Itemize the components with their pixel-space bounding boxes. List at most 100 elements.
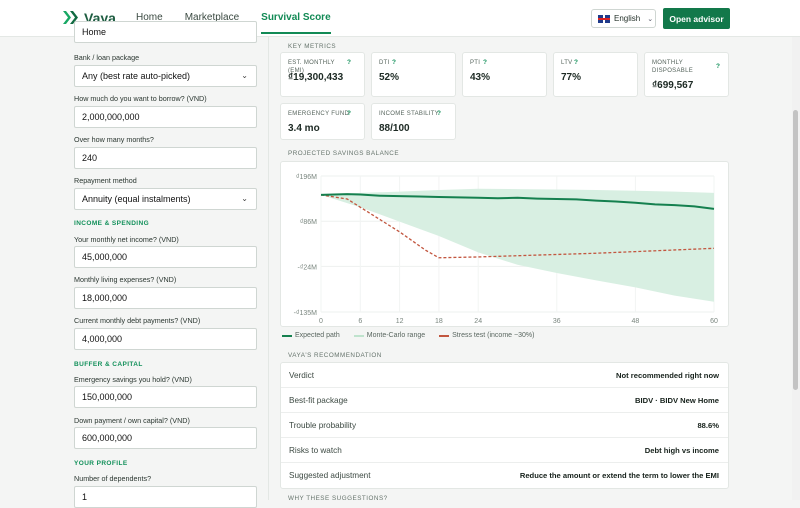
help-icon[interactable]: ? [437, 110, 441, 117]
legend-swatch [282, 334, 292, 337]
repayment-method-select[interactable]: Annuity (equal instalments) ⌄ [74, 188, 257, 210]
stress-test-line [320, 194, 715, 259]
metric-label: PTI [470, 60, 481, 66]
down-payment-input[interactable]: 600,000,000 [74, 427, 257, 449]
open-advisor-button[interactable]: Open advisor [663, 8, 730, 29]
savings-input[interactable]: 150,000,000 [74, 386, 257, 408]
months-value: 240 [82, 153, 98, 163]
x-tick-label: 6 [358, 318, 362, 325]
expenses-input[interactable]: 18,000,000 [74, 287, 257, 309]
section-income: INCOME & SPENDING [74, 220, 150, 227]
help-icon[interactable]: ? [716, 63, 720, 70]
metric-dti: DTI ? 52% [371, 52, 456, 97]
expenses-label: Monthly living expenses? (VND) [74, 275, 177, 284]
help-icon[interactable]: ? [392, 59, 396, 66]
legend-swatch [353, 334, 364, 337]
section-buffer: BUFFER & CAPITAL [74, 361, 143, 368]
column-divider [268, 37, 269, 500]
rec-value: Debt high vs income [644, 445, 719, 455]
rec-key: Best-fit package [289, 395, 348, 405]
x-tick-label: 60 [710, 318, 718, 325]
bank-value: Any (best rate auto-picked) [82, 71, 191, 81]
method-label: Repayment method [74, 176, 137, 185]
chart-legend: Expected path Monte-Carlo range Stress t… [282, 332, 548, 339]
help-icon[interactable]: ? [347, 110, 351, 117]
savings-value: 150,000,000 [82, 392, 133, 402]
metric-label: DTI [379, 60, 390, 66]
expenses-value: 18,000,000 [82, 293, 128, 303]
rec-key: Trouble probability [289, 420, 357, 430]
rec-key: Suggested adjustment [289, 471, 371, 480]
dependents-input[interactable]: 1 [74, 486, 257, 508]
chevron-down-icon: ⌄ [647, 15, 654, 23]
y-tick-label: ₫86M [300, 219, 317, 226]
nav-home[interactable]: Home [136, 12, 163, 23]
income-label: Your monthly net income? (VND) [74, 235, 179, 244]
legend-label: Stress test (income −30%) [452, 332, 535, 339]
metric-label: EMERGENCY FUND [288, 111, 350, 117]
language-label: English [614, 14, 641, 23]
borrow-amount-input[interactable]: 2,000,000,000 [74, 106, 257, 128]
rec-value: Reduce the amount or extend the term to … [519, 471, 719, 480]
monte-carlo-band [321, 188, 714, 302]
debt-value: 4,000,000 [82, 334, 123, 344]
key-metrics-title: KEY METRICS [288, 43, 337, 50]
metric-label: INCOME STABILITY [379, 111, 440, 117]
rec-row-adjustment: Suggested adjustment Reduce the amount or… [281, 463, 728, 488]
home-type-value: Home [82, 27, 107, 37]
rec-key: Verdict [289, 370, 315, 380]
metric-value: ₫699,567 [652, 80, 694, 91]
down-payment-value: 600,000,000 [82, 433, 133, 443]
rec-value: Not recommended right now [616, 370, 719, 380]
legend-stress: Stress test (income −30%) [439, 332, 534, 339]
rec-row-risks: Risks to watch Debt high vs income [281, 438, 728, 463]
metric-value: ₫19,300,433 [288, 72, 344, 83]
x-tick-label: 48 [632, 318, 640, 325]
legend-expected: Expected path [282, 332, 340, 339]
home-type-select[interactable]: Home [74, 21, 257, 43]
metric-value: 43% [470, 72, 491, 83]
dependents-label: Number of dependents? [74, 474, 152, 483]
help-icon[interactable]: ? [574, 59, 578, 66]
help-icon[interactable]: ? [347, 59, 351, 66]
x-tick-label: 24 [474, 318, 482, 325]
dependents-value: 1 [82, 492, 88, 502]
income-input[interactable]: 45,000,000 [74, 246, 257, 268]
bank-select[interactable]: Any (best rate auto-picked) ⌄ [74, 65, 257, 87]
legend-swatch [439, 334, 450, 337]
income-value: 45,000,000 [82, 252, 128, 262]
scrollbar-thumb[interactable] [793, 110, 798, 390]
nav-survival-score[interactable]: Survival Score [261, 12, 331, 34]
metric-pti: PTI ? 43% [462, 52, 547, 97]
months-label: Over how many months? [74, 135, 154, 144]
chevron-down-icon: ⌄ [241, 194, 248, 203]
metric-label: LTV [561, 60, 573, 66]
x-tick-label: 36 [553, 318, 561, 325]
x-tick-label: 0 [319, 318, 323, 325]
legend-label: Expected path [295, 332, 340, 339]
y-tick-label: -₫24M [297, 264, 317, 271]
y-tick-label: ₫196M [296, 174, 317, 181]
rec-value: BIDV · BIDV New Home [635, 395, 719, 405]
savings-chart-card: ₫196M ₫86M -₫24M -₫135M 0 6 12 18 24 36 48 60 [280, 161, 729, 327]
borrow-value: 2,000,000,000 [82, 112, 140, 122]
language-selector[interactable]: English ⌄ [591, 9, 656, 28]
help-icon[interactable]: ? [483, 59, 487, 66]
expected-path-line [320, 193, 715, 210]
legend-range: Monte-Carlo range [353, 332, 425, 339]
main-nav: Home Marketplace Survival Score [136, 12, 353, 34]
months-input[interactable]: 240 [74, 147, 257, 169]
metric-value: 88/100 [379, 123, 410, 134]
metric-emergency-fund: EMERGENCY FUND ? 3.4 mo [280, 103, 365, 140]
metric-income-stability: INCOME STABILITY ? 88/100 [371, 103, 456, 140]
projection-title: PROJECTED SAVINGS BALANCE [288, 150, 400, 157]
rec-key: Risks to watch [289, 445, 342, 455]
metric-ltv: LTV ? 77% [553, 52, 638, 97]
metric-disposable: MONTHLY DISPOSABLE ? ₫699,567 [644, 52, 729, 97]
debt-input[interactable]: 4,000,000 [74, 328, 257, 350]
borrow-label: How much do you want to borrow? (VND) [74, 94, 207, 103]
debt-label: Current monthly debt payments? (VND) [74, 316, 201, 325]
rec-row-verdict: Verdict Not recommended right now [281, 363, 728, 388]
nav-marketplace[interactable]: Marketplace [184, 12, 240, 23]
